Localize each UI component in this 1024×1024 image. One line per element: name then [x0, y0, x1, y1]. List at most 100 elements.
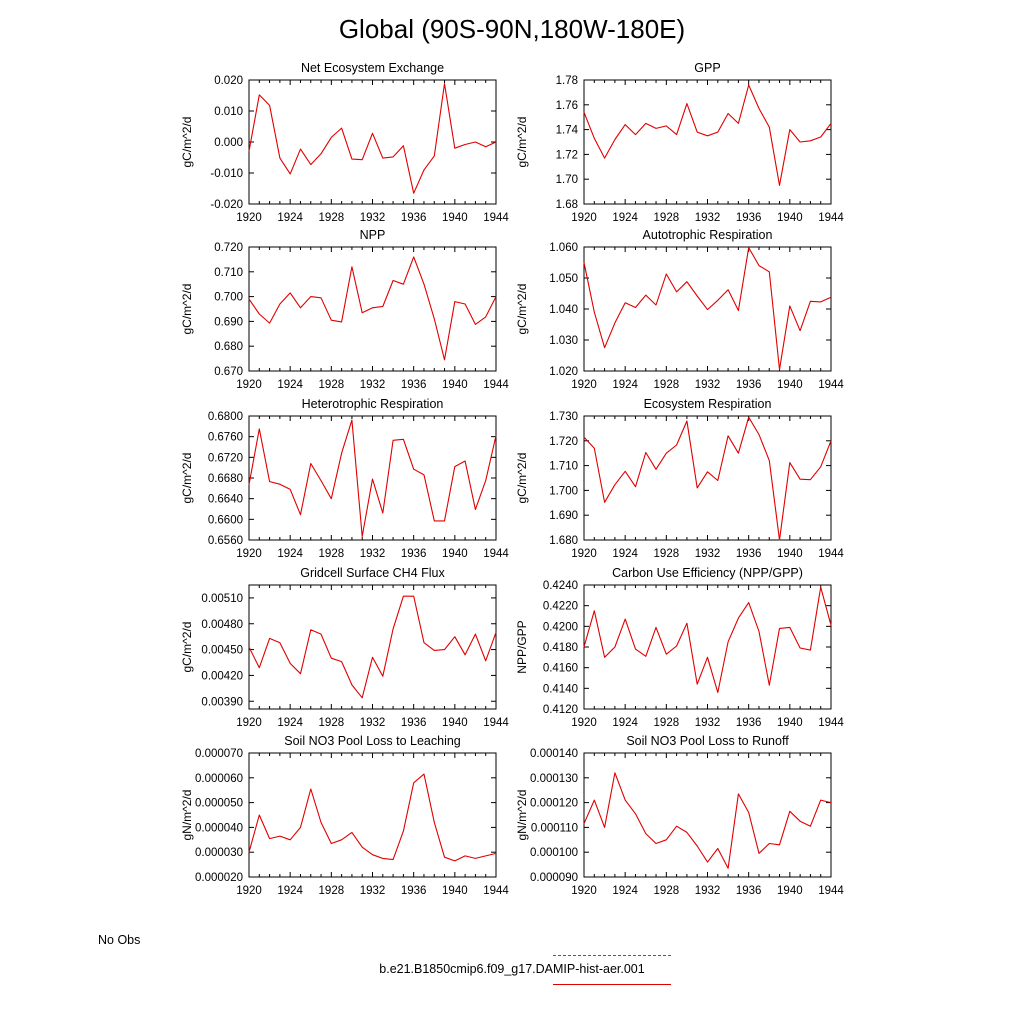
y-tick-label: 0.00450: [201, 645, 243, 657]
y-tick-label: 0.000060: [195, 773, 243, 785]
legend-model-label: b.e21.B1850cmip6.f09_g17.DAMIP-hist-aer.…: [379, 962, 645, 976]
y-tick-label: 0.6640: [208, 494, 243, 506]
y-tick-label: 1.040: [549, 304, 578, 316]
x-tick-label: 1932: [360, 885, 386, 897]
x-tick-label: 1924: [277, 379, 303, 391]
x-tick-label: 1920: [571, 717, 597, 729]
x-tick-label: 1932: [360, 212, 386, 224]
plot-frame: [248, 584, 497, 710]
y-tick-label: 0.000050: [195, 798, 243, 810]
panel-title: NPP: [360, 228, 386, 242]
y-axis-label: gC/m^2/d: [180, 453, 194, 504]
x-tick-label: 1940: [442, 379, 468, 391]
y-tick-label: 0.000070: [195, 748, 243, 760]
x-tick-label: 1932: [360, 379, 386, 391]
y-tick-label: 0.000110: [531, 822, 578, 834]
x-tick-label: 1940: [442, 885, 468, 897]
x-tick-label: 1940: [442, 548, 468, 560]
legend-obs-label: No Obs: [98, 933, 141, 947]
y-tick-label: 0.720: [214, 242, 243, 254]
y-tick-label: -0.010: [210, 168, 243, 180]
x-tick-label: 1932: [695, 548, 721, 560]
x-tick-label: 1932: [695, 717, 721, 729]
y-tick-label: 1.030: [549, 335, 578, 347]
y-tick-label: 0.000: [214, 137, 243, 149]
x-tick-label: 1936: [736, 212, 762, 224]
x-tick-label: 1944: [818, 548, 844, 560]
x-tick-label: 1924: [277, 885, 303, 897]
y-axis-label: gC/m^2/d: [515, 284, 529, 335]
chart-panel: 0.670 0.680 0.690 0.700 0.710 0.720 1920 1924 19…: [180, 228, 509, 391]
panel-title: Soil NO3 Pool Loss to Leaching: [284, 734, 461, 748]
panel-title: Heterotrophic Respiration: [302, 397, 444, 411]
x-tick-label: 1936: [736, 717, 762, 729]
y-tick-label: 0.6720: [208, 452, 243, 464]
y-tick-label: 0.700: [214, 292, 243, 304]
y-tick-label: 0.6600: [208, 514, 243, 526]
legend-model-line: [553, 984, 671, 985]
x-tick-label: 1928: [654, 885, 680, 897]
x-tick-label: 1928: [654, 379, 680, 391]
y-axis-label: gC/m^2/d: [180, 117, 194, 168]
panel-title: Soil NO3 Pool Loss to Runoff: [626, 734, 789, 748]
y-tick-label: 0.020: [214, 75, 243, 87]
series-line: [248, 773, 497, 862]
y-tick-label: 0.710: [214, 267, 243, 279]
chart-panel: -0.020 -0.010 0.000 0.010 0.020 1920 1924 1928 1…: [180, 61, 509, 224]
series-line: [583, 772, 832, 869]
series-line: [583, 416, 832, 541]
panel-title: Carbon Use Efficiency (NPP/GPP): [612, 566, 803, 580]
x-tick-label: 1936: [736, 885, 762, 897]
x-tick-label: 1932: [360, 548, 386, 560]
y-tick-label: 0.000040: [195, 822, 243, 834]
x-tick-label: 1924: [612, 548, 638, 560]
x-tick-label: 1932: [695, 885, 721, 897]
y-tick-label: -0.020: [210, 199, 243, 211]
chart-panel: 1.020 1.030 1.040 1.050 1.060 1920 1924 1928 193…: [515, 228, 844, 391]
y-tick-label: 0.000130: [530, 773, 578, 785]
x-tick-label: 1932: [695, 212, 721, 224]
chart-panel: 0.000090 0.000100 0.000110 0.000120 0.000130…: [515, 734, 844, 897]
y-tick-label: 1.020: [549, 366, 578, 378]
y-tick-label: 1.74: [556, 125, 579, 137]
x-tick-label: 1928: [319, 212, 345, 224]
x-tick-label: 1940: [777, 885, 803, 897]
y-axis-label: gN/m^2/d: [515, 790, 529, 841]
panel-title: Gridcell Surface CH4 Flux: [300, 566, 445, 580]
x-tick-label: 1924: [612, 379, 638, 391]
x-tick-label: 1936: [401, 379, 427, 391]
y-tick-label: 0.6760: [208, 432, 243, 444]
x-tick-label: 1924: [612, 885, 638, 897]
x-tick-label: 1944: [818, 885, 844, 897]
x-tick-label: 1920: [571, 885, 597, 897]
plot-frame: [248, 415, 497, 541]
y-tick-label: 0.4140: [543, 683, 578, 695]
y-axis-label: gC/m^2/d: [180, 622, 194, 673]
x-tick-label: 1920: [571, 212, 597, 224]
x-tick-label: 1944: [818, 379, 844, 391]
x-tick-label: 1920: [236, 717, 262, 729]
x-tick-label: 1936: [401, 548, 427, 560]
x-tick-label: 1920: [571, 548, 597, 560]
x-tick-label: 1936: [401, 885, 427, 897]
series-line: [248, 83, 497, 194]
y-tick-label: 1.730: [549, 411, 578, 423]
x-tick-label: 1940: [777, 379, 803, 391]
y-tick-label: 0.010: [214, 106, 243, 118]
plot-frame: [248, 79, 497, 205]
series-line: [248, 419, 497, 537]
x-tick-label: 1944: [818, 717, 844, 729]
legend-obs-line: [553, 955, 671, 956]
chart-panel: 1.680 1.690 1.700 1.710 1.720 1.730 1920 1924 19…: [515, 397, 844, 560]
x-tick-label: 1920: [236, 212, 262, 224]
x-tick-label: 1924: [612, 717, 638, 729]
y-tick-label: 1.70: [556, 174, 578, 186]
x-tick-label: 1944: [483, 885, 509, 897]
x-tick-label: 1928: [654, 548, 680, 560]
x-tick-label: 1940: [777, 212, 803, 224]
x-tick-label: 1920: [571, 379, 597, 391]
y-tick-label: 1.78: [556, 75, 578, 87]
x-tick-label: 1944: [483, 717, 509, 729]
y-axis-label: gC/m^2/d: [515, 117, 529, 168]
